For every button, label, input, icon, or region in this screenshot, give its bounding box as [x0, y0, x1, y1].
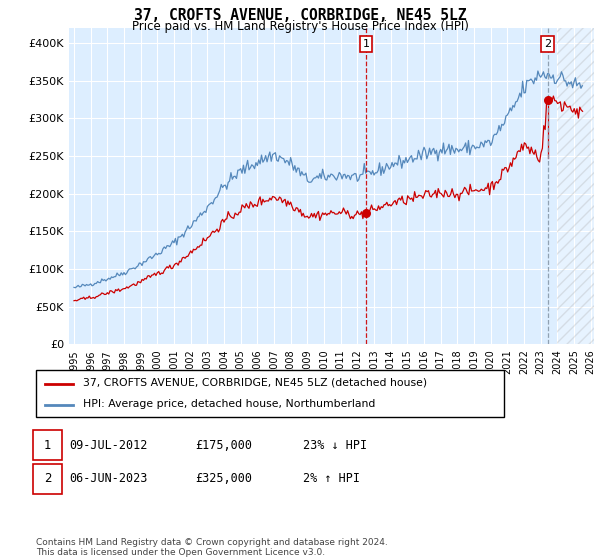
Text: 37, CROFTS AVENUE, CORBRIDGE, NE45 5LZ (detached house): 37, CROFTS AVENUE, CORBRIDGE, NE45 5LZ (… — [83, 378, 427, 388]
Text: 2: 2 — [44, 472, 51, 486]
Text: 37, CROFTS AVENUE, CORBRIDGE, NE45 5LZ: 37, CROFTS AVENUE, CORBRIDGE, NE45 5LZ — [134, 8, 466, 24]
Text: 06-JUN-2023: 06-JUN-2023 — [69, 472, 148, 486]
Text: Price paid vs. HM Land Registry's House Price Index (HPI): Price paid vs. HM Land Registry's House … — [131, 20, 469, 32]
Text: 2% ↑ HPI: 2% ↑ HPI — [303, 472, 360, 486]
Text: 1: 1 — [362, 39, 370, 49]
Text: £175,000: £175,000 — [195, 438, 252, 452]
Text: Contains HM Land Registry data © Crown copyright and database right 2024.
This d: Contains HM Land Registry data © Crown c… — [36, 538, 388, 557]
Text: 2: 2 — [544, 39, 551, 49]
Text: 1: 1 — [44, 438, 51, 452]
Bar — [557, 28, 594, 344]
Point — [543, 95, 553, 104]
Bar — [557, 28, 594, 344]
Text: 09-JUL-2012: 09-JUL-2012 — [69, 438, 148, 452]
Text: 23% ↓ HPI: 23% ↓ HPI — [303, 438, 367, 452]
Text: £325,000: £325,000 — [195, 472, 252, 486]
FancyBboxPatch shape — [36, 370, 504, 417]
Point — [361, 208, 371, 217]
Text: HPI: Average price, detached house, Northumberland: HPI: Average price, detached house, Nort… — [83, 399, 375, 409]
